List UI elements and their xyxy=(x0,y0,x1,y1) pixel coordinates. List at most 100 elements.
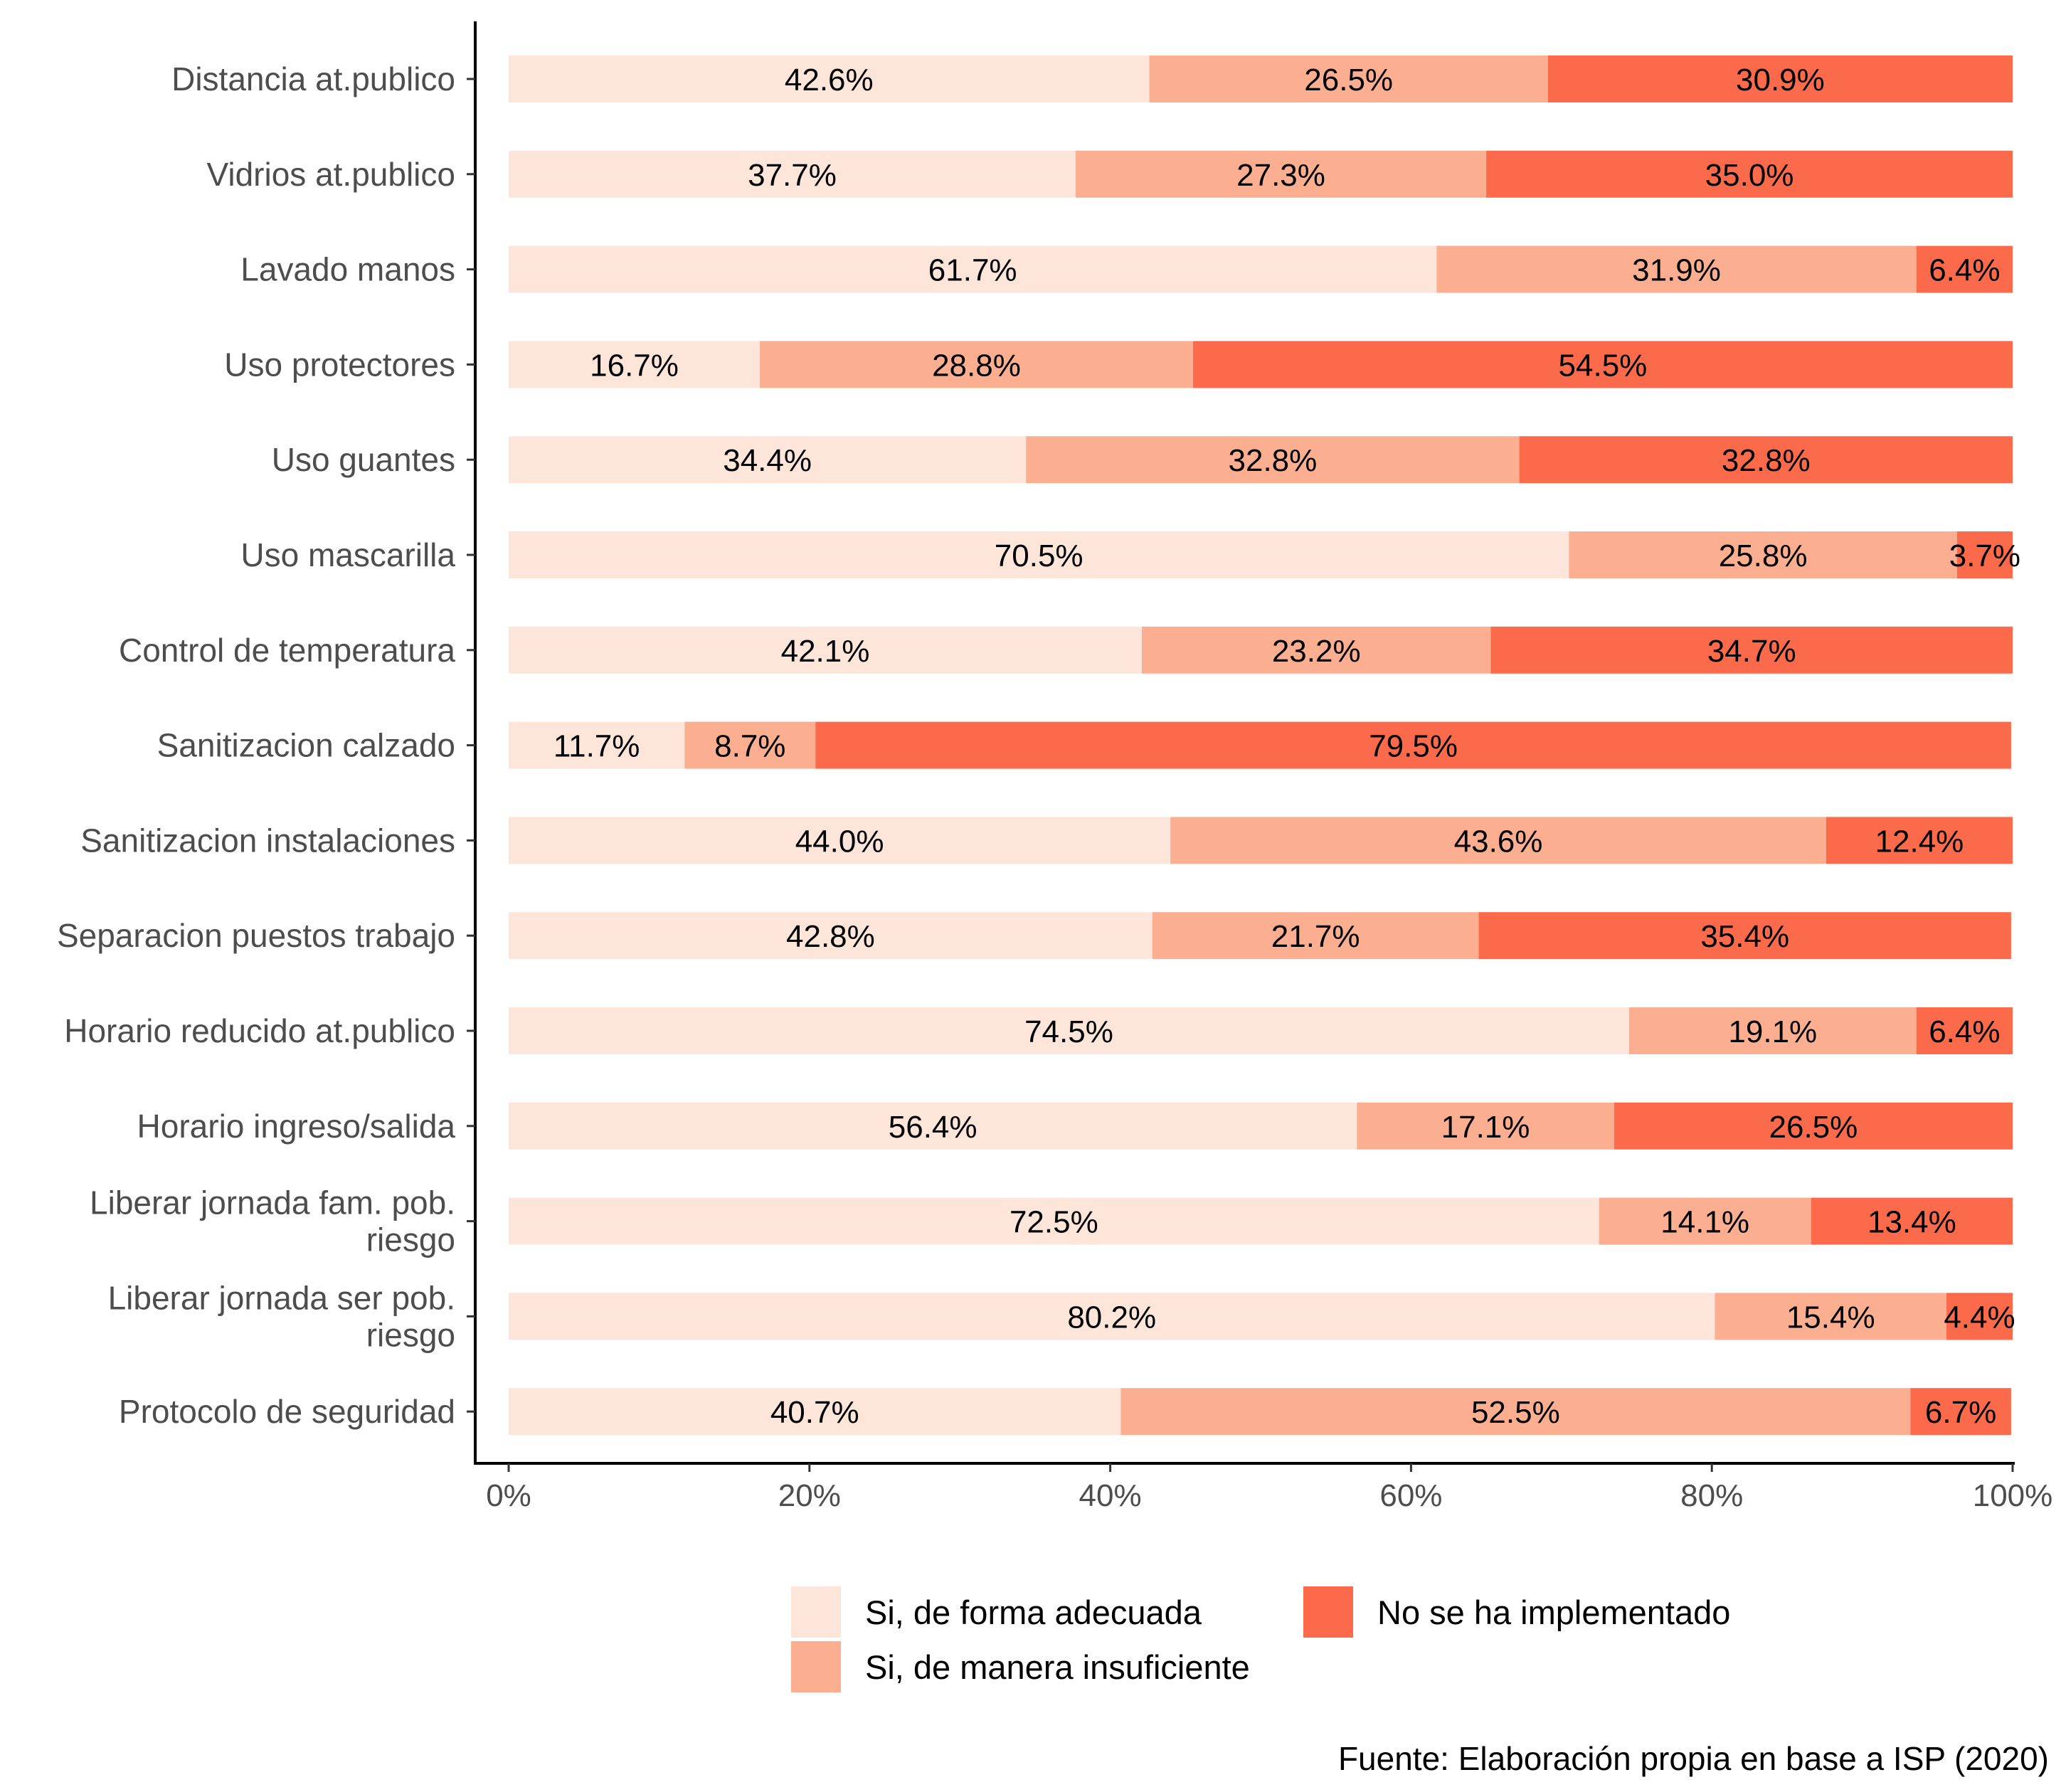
bar-segment-1-row-1 xyxy=(509,55,1150,102)
category-label: Distancia at.publico xyxy=(171,60,455,97)
bar-segment-1-row-15 xyxy=(509,1388,1121,1436)
bar-segment-3-row-12 xyxy=(1614,1102,2013,1150)
bar-segment-3-row-8 xyxy=(815,721,2011,769)
x-tick-label: 40% xyxy=(1079,1478,1142,1513)
bar-value-label: 80.2% xyxy=(1067,1300,1156,1335)
bar-segment-3-row-13 xyxy=(1811,1197,2013,1245)
legend-label-2: Si, de manera insuficiente xyxy=(865,1648,1250,1686)
bar-segment-2-row-8 xyxy=(684,721,816,769)
bar-segment-2-row-9 xyxy=(1170,817,1826,864)
bar-segment-3-row-1 xyxy=(1547,55,2013,102)
bar-value-label: 28.8% xyxy=(932,348,1021,383)
category-label: Protocolo de seguridad xyxy=(119,1393,455,1430)
category-label-line: Uso guantes xyxy=(272,441,455,478)
bar-value-label: 19.1% xyxy=(1728,1014,1817,1049)
bar-value-label: 11.7% xyxy=(553,729,640,764)
bar-segment-3-row-4 xyxy=(1192,341,2013,388)
legend-key-1 xyxy=(791,1586,841,1638)
bar-value-label: 12.4% xyxy=(1875,824,1964,859)
bar-value-label: 34.4% xyxy=(723,443,812,478)
bar-value-label: 79.5% xyxy=(1369,729,1458,764)
bar-segment-2-row-14 xyxy=(1715,1293,1946,1340)
bar-value-label: 72.5% xyxy=(1010,1205,1098,1240)
bar-value-label: 13.4% xyxy=(1867,1205,1956,1240)
bar-value-label: 30.9% xyxy=(1736,63,1825,97)
bar-segment-2-row-1 xyxy=(1149,55,1548,102)
legend-key-2 xyxy=(791,1641,841,1692)
category-label: Vidrios at.publico xyxy=(207,156,455,193)
bar-value-label: 8.7% xyxy=(714,729,785,764)
bar-value-label: 26.5% xyxy=(1769,1110,1858,1145)
category-label-line: Liberar jornada ser pob. xyxy=(108,1279,455,1316)
bar-segment-1-row-5 xyxy=(509,436,1027,484)
bar-segment-3-row-14 xyxy=(1946,1293,2013,1340)
bar-segment-3-row-10 xyxy=(1478,912,2011,960)
bar-value-label: 43.6% xyxy=(1454,824,1543,859)
x-tick-label: 0% xyxy=(486,1478,531,1513)
bar-segment-2-row-10 xyxy=(1152,912,1479,960)
bar-value-label: 42.6% xyxy=(785,63,874,97)
bar-value-label: 54.5% xyxy=(1559,348,1648,383)
bar-value-label: 31.9% xyxy=(1632,253,1721,288)
bar-segment-1-row-8 xyxy=(509,721,685,769)
category-label: Liberar jornada ser pob. riesgo xyxy=(108,1279,455,1353)
bar-segment-1-row-14 xyxy=(509,1293,1715,1340)
bar-value-label: 6.7% xyxy=(1925,1395,1996,1430)
bar-value-label: 21.7% xyxy=(1271,919,1360,954)
bar-value-label: 4.4% xyxy=(1944,1300,2015,1335)
bar-value-label: 6.4% xyxy=(1929,253,2000,288)
category-label: Uso guantes xyxy=(272,441,455,478)
bar-segment-1-row-2 xyxy=(509,150,1076,198)
category-label-line: riesgo xyxy=(366,1316,455,1353)
bar-labels-layer: 42.6% 26.5% 30.9% 37.7% 27.3% 35.0% 61.7% 31.9%… xyxy=(553,63,2020,1430)
bar-value-label: 35.0% xyxy=(1705,158,1794,193)
bar-segment-1-row-6 xyxy=(509,531,1569,578)
bars-layer xyxy=(509,55,2013,1436)
bar-value-label: 15.4% xyxy=(1786,1300,1875,1335)
category-label-line: Separacion puestos trabajo xyxy=(57,917,455,954)
x-tick-label: 80% xyxy=(1680,1478,1743,1513)
bar-segment-2-row-5 xyxy=(1026,436,1520,484)
category-label: Lavado manos xyxy=(240,251,455,288)
bar-segment-3-row-11 xyxy=(1916,1007,2013,1054)
bar-value-label: 61.7% xyxy=(928,253,1017,288)
bar-value-label: 25.8% xyxy=(1719,539,1808,573)
category-label-line: Distancia at.publico xyxy=(171,60,455,97)
bar-segment-2-row-2 xyxy=(1075,150,1487,198)
bar-segment-2-row-13 xyxy=(1599,1197,1811,1245)
x-tick-label: 60% xyxy=(1379,1478,1442,1513)
category-label-line: Horario ingreso/salida xyxy=(137,1108,456,1145)
bar-segment-2-row-15 xyxy=(1120,1388,1911,1436)
bar-value-label: 14.1% xyxy=(1660,1205,1749,1240)
bar-segment-3-row-9 xyxy=(1826,817,2013,864)
axes-layer: Distancia at.publico Vidrios at.publico La… xyxy=(57,21,2052,1513)
bar-value-label: 70.5% xyxy=(995,539,1084,573)
bar-segment-1-row-9 xyxy=(509,817,1171,864)
source-caption: Fuente: Elaboración propia en base a ISP… xyxy=(1338,1740,2049,1777)
bar-segment-1-row-4 xyxy=(509,341,761,388)
bar-segment-2-row-3 xyxy=(1436,245,1917,293)
bar-segment-2-row-6 xyxy=(1569,531,1957,578)
category-label-line: Sanitizacion instalaciones xyxy=(80,822,455,859)
bar-value-label: 27.3% xyxy=(1236,158,1325,193)
bar-segment-2-row-11 xyxy=(1628,1007,1917,1054)
legend-label-3: No se ha implementado xyxy=(1377,1594,1730,1631)
bar-segment-3-row-15 xyxy=(1910,1388,2011,1436)
bar-segment-1-row-10 xyxy=(509,912,1153,960)
legend-key-3 xyxy=(1303,1586,1353,1638)
category-label-line: Horario reducido at.publico xyxy=(64,1012,455,1049)
category-label: Uso protectores xyxy=(224,346,455,383)
bar-value-label: 6.4% xyxy=(1929,1014,2000,1049)
bar-segment-1-row-13 xyxy=(509,1197,1599,1245)
bar-value-label: 37.7% xyxy=(748,158,837,193)
bar-value-label: 32.8% xyxy=(1722,443,1811,478)
bar-segment-2-row-7 xyxy=(1141,626,1491,674)
bar-value-label: 34.7% xyxy=(1707,634,1796,669)
category-label-line: Uso protectores xyxy=(224,346,455,383)
bar-value-label: 40.7% xyxy=(770,1395,859,1430)
bar-value-label: 17.1% xyxy=(1441,1110,1530,1145)
category-label-line: Control de temperatura xyxy=(119,632,455,669)
category-label-line: Liberar jornada fam. pob. xyxy=(90,1184,455,1221)
bar-value-label: 23.2% xyxy=(1272,634,1361,669)
